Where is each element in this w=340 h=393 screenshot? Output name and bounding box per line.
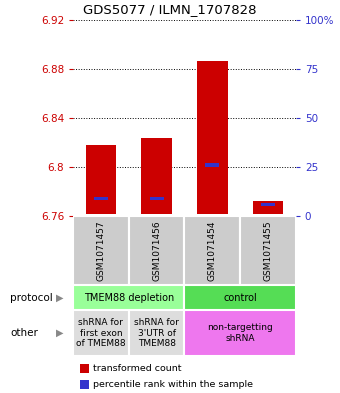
Bar <box>184 216 240 285</box>
Text: percentile rank within the sample: percentile rank within the sample <box>93 380 253 389</box>
Text: TMEM88 depletion: TMEM88 depletion <box>84 293 174 303</box>
Text: protocol: protocol <box>10 293 53 303</box>
Bar <box>141 138 172 214</box>
Text: non-targetting
shRNA: non-targetting shRNA <box>207 323 273 343</box>
Bar <box>184 310 296 356</box>
Bar <box>94 196 108 200</box>
Text: other: other <box>10 328 38 338</box>
Bar <box>184 285 296 310</box>
Text: ▶: ▶ <box>56 328 63 338</box>
Bar <box>253 201 283 214</box>
Text: ▶: ▶ <box>56 293 63 303</box>
Text: GSM1071454: GSM1071454 <box>208 220 217 281</box>
Bar <box>197 61 227 214</box>
Bar <box>129 216 185 285</box>
Bar <box>129 310 185 356</box>
Bar <box>261 203 275 206</box>
Bar <box>205 163 219 167</box>
Bar <box>73 216 129 285</box>
Bar <box>73 310 129 356</box>
Text: transformed count: transformed count <box>93 364 181 373</box>
Bar <box>150 196 164 200</box>
Text: GSM1071455: GSM1071455 <box>264 220 272 281</box>
Bar <box>73 285 184 310</box>
Bar <box>240 216 296 285</box>
Text: GSM1071457: GSM1071457 <box>97 220 105 281</box>
Text: GDS5077 / ILMN_1707828: GDS5077 / ILMN_1707828 <box>83 3 257 17</box>
Text: control: control <box>223 293 257 303</box>
Text: GSM1071456: GSM1071456 <box>152 220 161 281</box>
Text: shRNA for
3'UTR of
TMEM88: shRNA for 3'UTR of TMEM88 <box>134 318 179 348</box>
Bar <box>86 145 116 214</box>
Text: shRNA for
first exon
of TMEM88: shRNA for first exon of TMEM88 <box>76 318 126 348</box>
